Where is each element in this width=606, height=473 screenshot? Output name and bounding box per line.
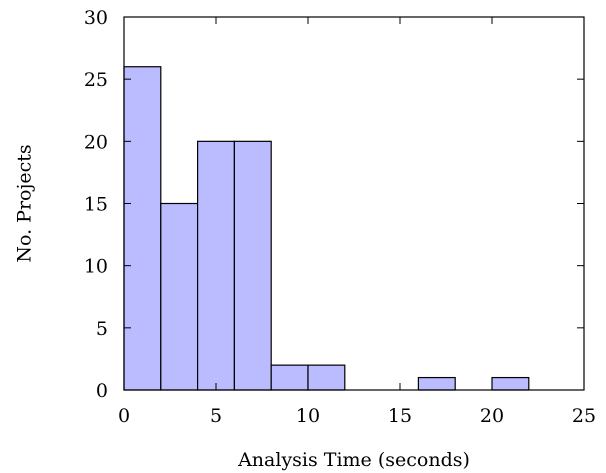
y-axis-title: No. Projects [14, 144, 36, 262]
histogram-bar-8 [417, 376, 456, 391]
histogram-bar-5 [307, 364, 346, 391]
tick-labels-group: 0 5 10 15 20 25 0 5 10 15 20 25 30 [84, 7, 596, 427]
plot-frame [123, 16, 585, 391]
bars-group [123, 66, 530, 391]
y-tick-label-3: 15 [84, 194, 108, 216]
y-tick-label-5: 25 [84, 69, 108, 91]
histogram-bar-3 [233, 140, 272, 391]
histogram-bar-10 [491, 376, 530, 391]
histogram-bar-2 [197, 140, 236, 391]
histogram-bar-0 [123, 66, 162, 391]
x-tick-label-5: 25 [572, 405, 596, 427]
y-tick-label-0: 0 [96, 380, 108, 402]
y-tick-label-6: 30 [84, 7, 108, 29]
x-tick-label-2: 10 [296, 405, 320, 427]
histogram-bar-4 [270, 364, 309, 391]
x-tick-label-1: 5 [210, 405, 222, 427]
y-tick-label-2: 10 [84, 256, 108, 278]
x-tick-label-3: 15 [388, 405, 412, 427]
x-tick-label-4: 20 [480, 405, 504, 427]
y-tick-label-1: 5 [96, 318, 108, 340]
x-axis-title: Analysis Time (seconds) [237, 449, 470, 471]
y-tick-label-4: 20 [84, 131, 108, 153]
histogram-bar-1 [160, 202, 199, 391]
x-tick-label-0: 0 [118, 405, 130, 427]
